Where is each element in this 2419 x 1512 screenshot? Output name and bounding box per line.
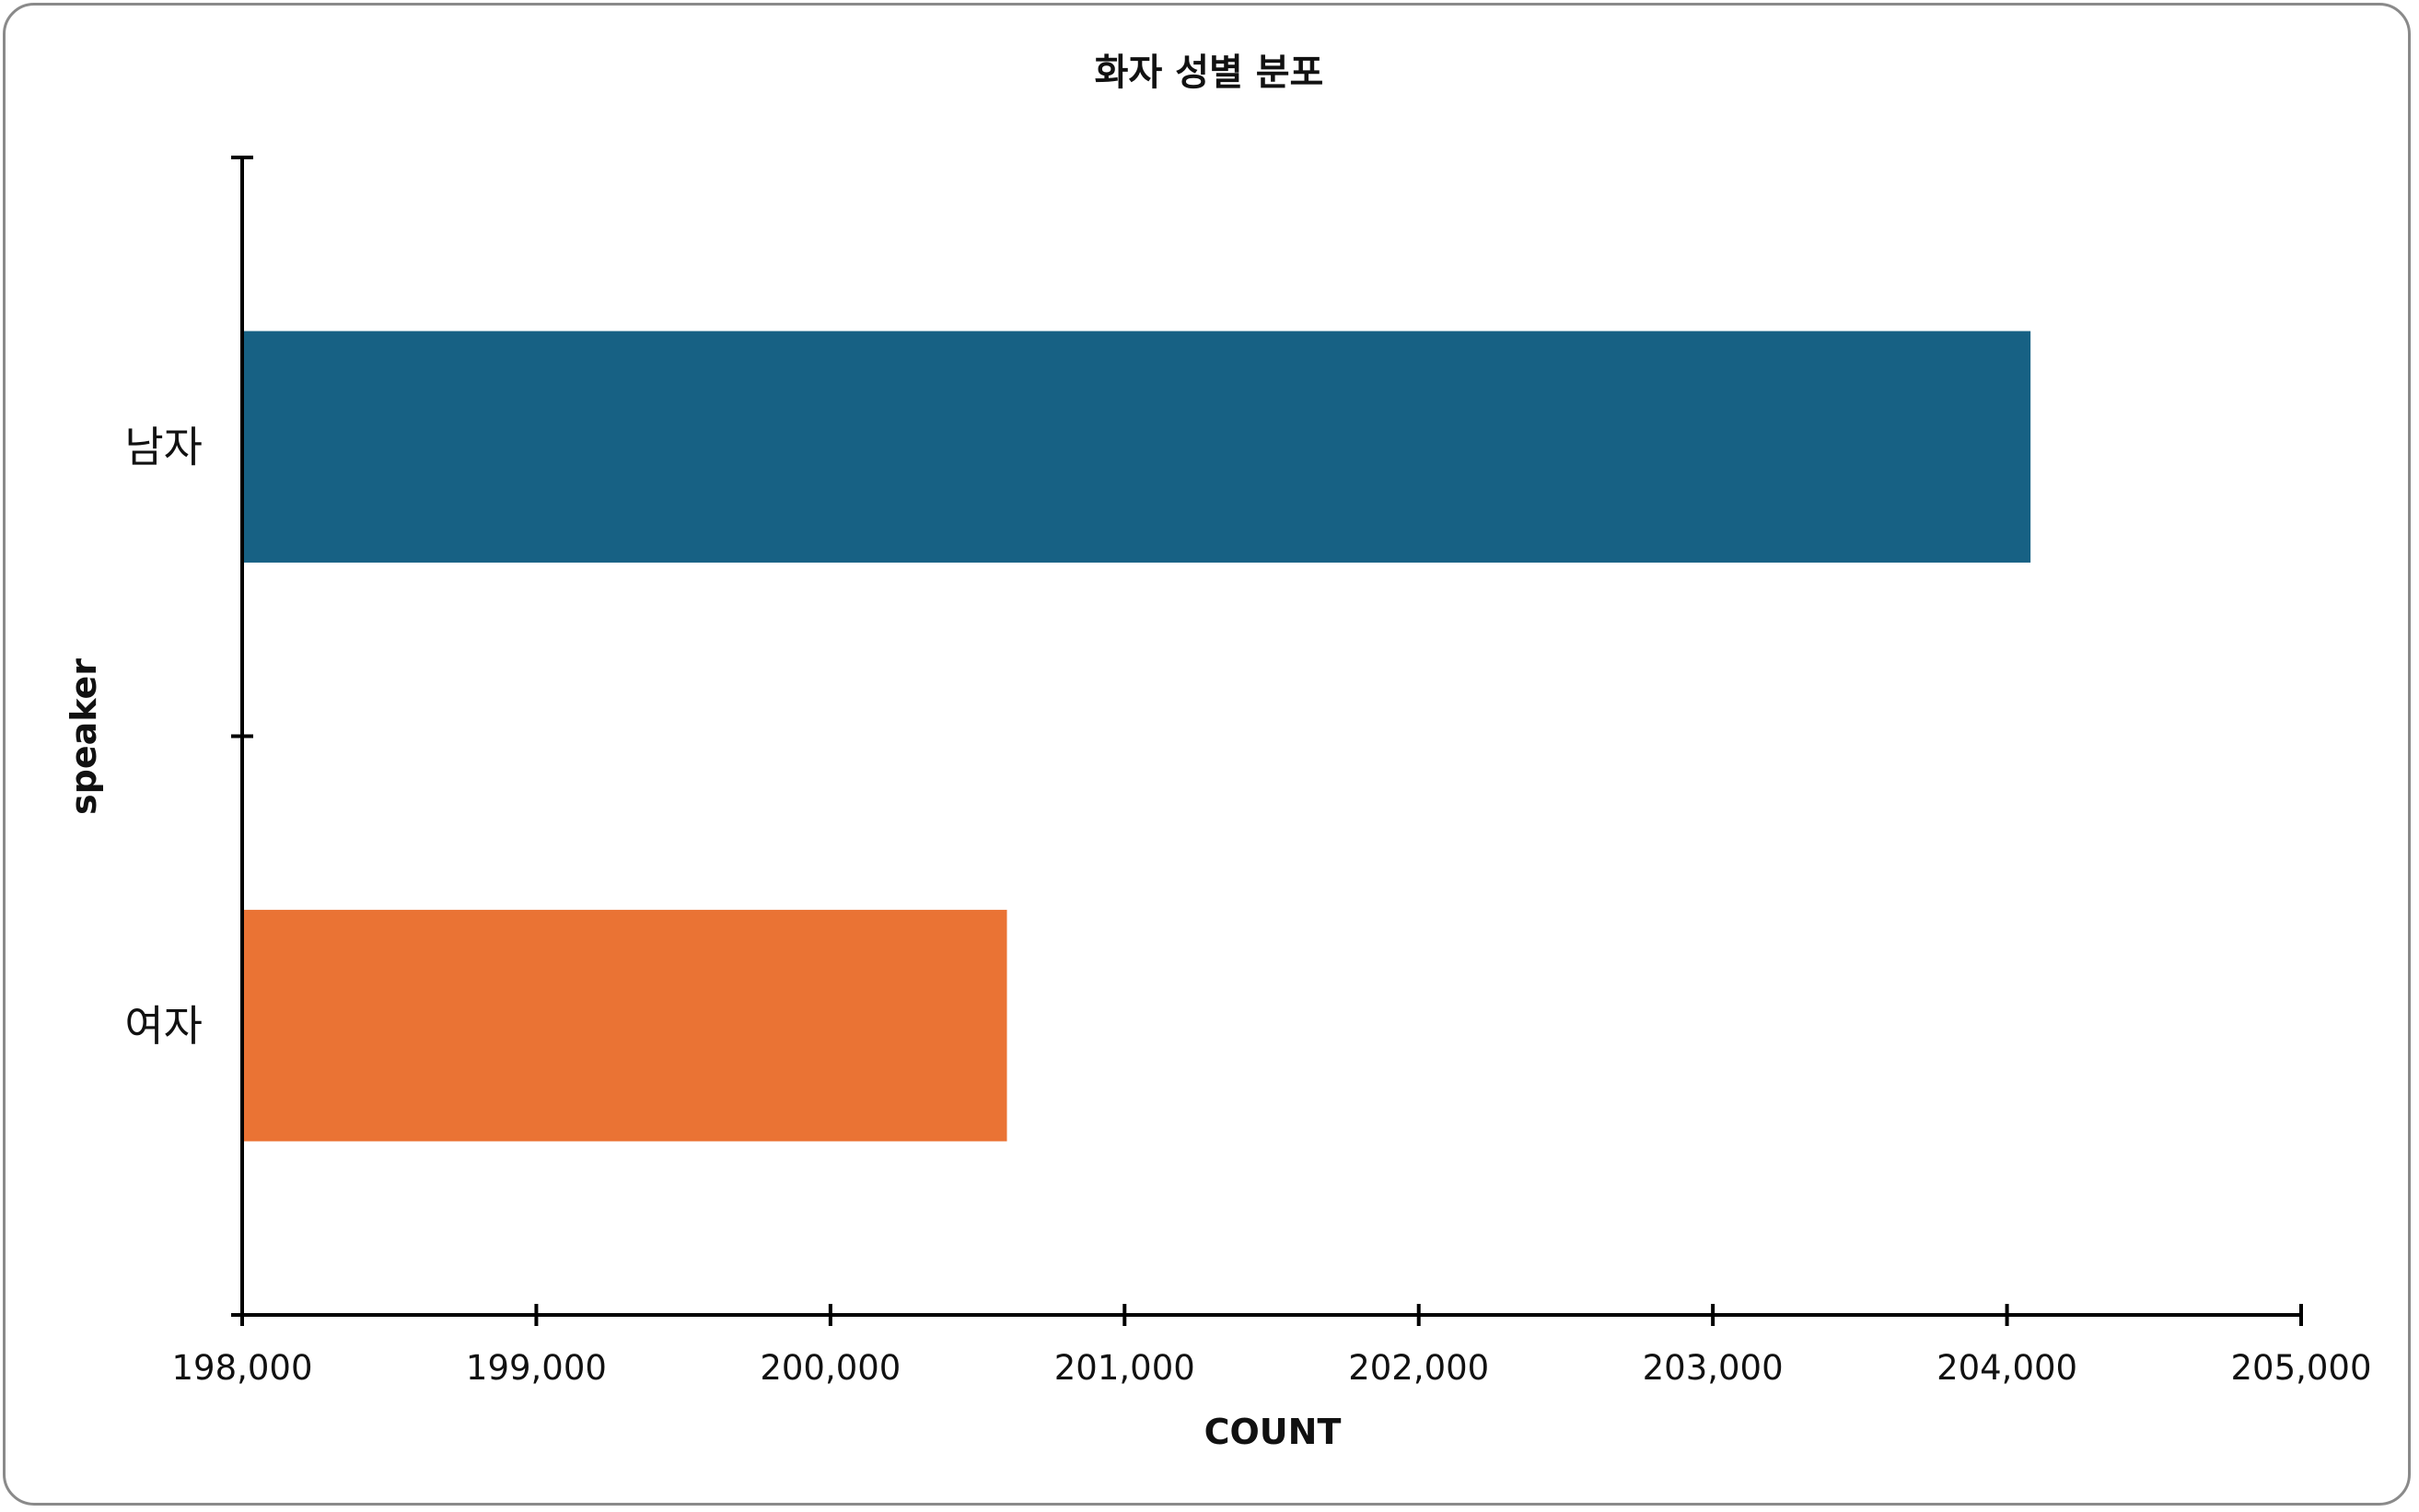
chart-title: 화자 성별 분포	[1095, 52, 1324, 94]
x-tick-label-3: 201,000	[1054, 1348, 1195, 1388]
category-label-0: 남자	[124, 422, 203, 471]
bar-1	[242, 910, 1007, 1142]
category-label-1: 여자	[124, 1001, 203, 1051]
x-tick-label-7: 205,000	[2230, 1348, 2371, 1388]
y-axis-title: speaker	[64, 658, 104, 815]
x-tick-label-2: 200,000	[760, 1348, 901, 1388]
x-tick-label-5: 203,000	[1643, 1348, 1784, 1388]
x-axis-title: COUNT	[1204, 1412, 1342, 1452]
x-tick-label-4: 202,000	[1348, 1348, 1489, 1388]
bar-0	[242, 331, 2031, 563]
x-tick-label-0: 198,000	[171, 1348, 312, 1388]
bars-group	[242, 331, 2031, 1142]
x-tick-label-1: 199,000	[466, 1348, 607, 1388]
x-tick-label-6: 204,000	[1936, 1348, 2077, 1388]
chart-frame	[3, 3, 2411, 1506]
x-ticks-group: 198,000 199,000 200,000 201,000 202,000 203,0…	[171, 1304, 2372, 1388]
